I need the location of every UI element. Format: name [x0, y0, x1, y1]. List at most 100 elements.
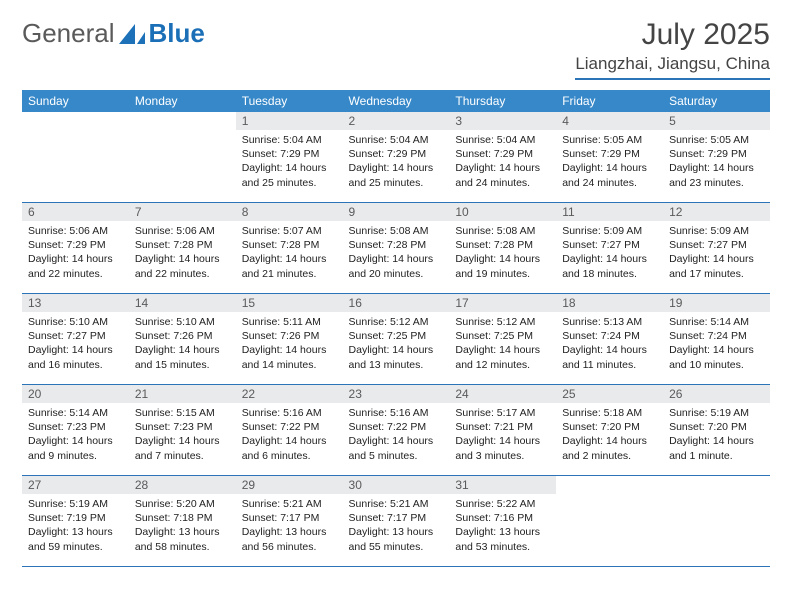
- day-number: 29: [236, 476, 343, 494]
- calendar-day: 12Sunrise: 5:09 AMSunset: 7:27 PMDayligh…: [663, 203, 770, 294]
- calendar-day: 19Sunrise: 5:14 AMSunset: 7:24 PMDayligh…: [663, 294, 770, 385]
- header: General Blue July 2025 Liangzhai, Jiangs…: [22, 18, 770, 80]
- day-details: Sunrise: 5:20 AMSunset: 7:18 PMDaylight:…: [129, 494, 236, 559]
- day-number: 16: [343, 294, 450, 312]
- calendar-day: 23Sunrise: 5:16 AMSunset: 7:22 PMDayligh…: [343, 385, 450, 476]
- calendar-day: 30Sunrise: 5:21 AMSunset: 7:17 PMDayligh…: [343, 476, 450, 567]
- calendar-page: General Blue July 2025 Liangzhai, Jiangs…: [0, 0, 792, 612]
- calendar-day: 24Sunrise: 5:17 AMSunset: 7:21 PMDayligh…: [449, 385, 556, 476]
- calendar-body: 1Sunrise: 5:04 AMSunset: 7:29 PMDaylight…: [22, 112, 770, 567]
- sunrise-text: Sunrise: 5:09 AM: [669, 224, 764, 238]
- day-number: 25: [556, 385, 663, 403]
- calendar-week: 1Sunrise: 5:04 AMSunset: 7:29 PMDaylight…: [22, 112, 770, 203]
- daylight-text: Daylight: 14 hours and 9 minutes.: [28, 434, 123, 462]
- sunrise-text: Sunrise: 5:14 AM: [669, 315, 764, 329]
- day-number: [22, 112, 129, 130]
- day-header-row: SundayMondayTuesdayWednesdayThursdayFrid…: [22, 90, 770, 112]
- sunset-text: Sunset: 7:29 PM: [562, 147, 657, 161]
- day-number: 11: [556, 203, 663, 221]
- sunset-text: Sunset: 7:28 PM: [242, 238, 337, 252]
- day-header: Sunday: [22, 90, 129, 112]
- sunset-text: Sunset: 7:20 PM: [562, 420, 657, 434]
- day-number: 30: [343, 476, 450, 494]
- sunset-text: Sunset: 7:28 PM: [135, 238, 230, 252]
- header-divider: [575, 78, 770, 80]
- sunset-text: Sunset: 7:17 PM: [349, 511, 444, 525]
- day-number: [663, 476, 770, 494]
- day-number: 17: [449, 294, 556, 312]
- day-number: [129, 112, 236, 130]
- day-details: Sunrise: 5:10 AMSunset: 7:27 PMDaylight:…: [22, 312, 129, 377]
- day-details: Sunrise: 5:21 AMSunset: 7:17 PMDaylight:…: [343, 494, 450, 559]
- calendar-week: 27Sunrise: 5:19 AMSunset: 7:19 PMDayligh…: [22, 476, 770, 567]
- calendar-day: 22Sunrise: 5:16 AMSunset: 7:22 PMDayligh…: [236, 385, 343, 476]
- sunrise-text: Sunrise: 5:21 AM: [242, 497, 337, 511]
- calendar-day: 11Sunrise: 5:09 AMSunset: 7:27 PMDayligh…: [556, 203, 663, 294]
- calendar-day: 1Sunrise: 5:04 AMSunset: 7:29 PMDaylight…: [236, 112, 343, 203]
- sunrise-text: Sunrise: 5:14 AM: [28, 406, 123, 420]
- day-details: Sunrise: 5:06 AMSunset: 7:29 PMDaylight:…: [22, 221, 129, 286]
- sunrise-text: Sunrise: 5:11 AM: [242, 315, 337, 329]
- calendar-day: 29Sunrise: 5:21 AMSunset: 7:17 PMDayligh…: [236, 476, 343, 567]
- daylight-text: Daylight: 14 hours and 16 minutes.: [28, 343, 123, 371]
- calendar-day: 2Sunrise: 5:04 AMSunset: 7:29 PMDaylight…: [343, 112, 450, 203]
- daylight-text: Daylight: 14 hours and 23 minutes.: [669, 161, 764, 189]
- daylight-text: Daylight: 14 hours and 15 minutes.: [135, 343, 230, 371]
- day-number: 6: [22, 203, 129, 221]
- sunset-text: Sunset: 7:22 PM: [242, 420, 337, 434]
- sunset-text: Sunset: 7:29 PM: [455, 147, 550, 161]
- calendar-day: 14Sunrise: 5:10 AMSunset: 7:26 PMDayligh…: [129, 294, 236, 385]
- day-details: Sunrise: 5:22 AMSunset: 7:16 PMDaylight:…: [449, 494, 556, 559]
- sunset-text: Sunset: 7:29 PM: [349, 147, 444, 161]
- sunrise-text: Sunrise: 5:22 AM: [455, 497, 550, 511]
- day-details: Sunrise: 5:04 AMSunset: 7:29 PMDaylight:…: [449, 130, 556, 195]
- day-details: Sunrise: 5:04 AMSunset: 7:29 PMDaylight:…: [343, 130, 450, 195]
- daylight-text: Daylight: 14 hours and 2 minutes.: [562, 434, 657, 462]
- sunset-text: Sunset: 7:16 PM: [455, 511, 550, 525]
- day-number: 21: [129, 385, 236, 403]
- daylight-text: Daylight: 14 hours and 21 minutes.: [242, 252, 337, 280]
- day-details: Sunrise: 5:12 AMSunset: 7:25 PMDaylight:…: [449, 312, 556, 377]
- daylight-text: Daylight: 14 hours and 11 minutes.: [562, 343, 657, 371]
- sunrise-text: Sunrise: 5:06 AM: [135, 224, 230, 238]
- sunset-text: Sunset: 7:29 PM: [669, 147, 764, 161]
- day-details: Sunrise: 5:05 AMSunset: 7:29 PMDaylight:…: [663, 130, 770, 195]
- day-details: Sunrise: 5:19 AMSunset: 7:19 PMDaylight:…: [22, 494, 129, 559]
- sunrise-text: Sunrise: 5:21 AM: [349, 497, 444, 511]
- sunrise-text: Sunrise: 5:16 AM: [349, 406, 444, 420]
- sunrise-text: Sunrise: 5:04 AM: [349, 133, 444, 147]
- sunset-text: Sunset: 7:27 PM: [562, 238, 657, 252]
- sunset-text: Sunset: 7:22 PM: [349, 420, 444, 434]
- daylight-text: Daylight: 14 hours and 10 minutes.: [669, 343, 764, 371]
- calendar-day: 8Sunrise: 5:07 AMSunset: 7:28 PMDaylight…: [236, 203, 343, 294]
- day-number: 27: [22, 476, 129, 494]
- calendar-day: 31Sunrise: 5:22 AMSunset: 7:16 PMDayligh…: [449, 476, 556, 567]
- daylight-text: Daylight: 14 hours and 20 minutes.: [349, 252, 444, 280]
- location: Liangzhai, Jiangsu, China: [575, 54, 770, 74]
- day-number: 3: [449, 112, 556, 130]
- sunrise-text: Sunrise: 5:10 AM: [28, 315, 123, 329]
- daylight-text: Daylight: 14 hours and 25 minutes.: [349, 161, 444, 189]
- day-details: Sunrise: 5:09 AMSunset: 7:27 PMDaylight:…: [556, 221, 663, 286]
- sunset-text: Sunset: 7:27 PM: [669, 238, 764, 252]
- daylight-text: Daylight: 14 hours and 18 minutes.: [562, 252, 657, 280]
- sunrise-text: Sunrise: 5:19 AM: [28, 497, 123, 511]
- daylight-text: Daylight: 14 hours and 3 minutes.: [455, 434, 550, 462]
- daylight-text: Daylight: 14 hours and 22 minutes.: [135, 252, 230, 280]
- sunset-text: Sunset: 7:19 PM: [28, 511, 123, 525]
- day-details: Sunrise: 5:11 AMSunset: 7:26 PMDaylight:…: [236, 312, 343, 377]
- day-details: Sunrise: 5:08 AMSunset: 7:28 PMDaylight:…: [343, 221, 450, 286]
- calendar-day: 6Sunrise: 5:06 AMSunset: 7:29 PMDaylight…: [22, 203, 129, 294]
- daylight-text: Daylight: 14 hours and 5 minutes.: [349, 434, 444, 462]
- sail-icon: [119, 24, 145, 44]
- brand-general: General: [22, 18, 115, 49]
- sunset-text: Sunset: 7:24 PM: [562, 329, 657, 343]
- sunrise-text: Sunrise: 5:07 AM: [242, 224, 337, 238]
- calendar-day: 5Sunrise: 5:05 AMSunset: 7:29 PMDaylight…: [663, 112, 770, 203]
- calendar-day: 28Sunrise: 5:20 AMSunset: 7:18 PMDayligh…: [129, 476, 236, 567]
- sunset-text: Sunset: 7:25 PM: [349, 329, 444, 343]
- sunset-text: Sunset: 7:26 PM: [242, 329, 337, 343]
- day-details: Sunrise: 5:16 AMSunset: 7:22 PMDaylight:…: [343, 403, 450, 468]
- sunset-text: Sunset: 7:25 PM: [455, 329, 550, 343]
- day-header: Saturday: [663, 90, 770, 112]
